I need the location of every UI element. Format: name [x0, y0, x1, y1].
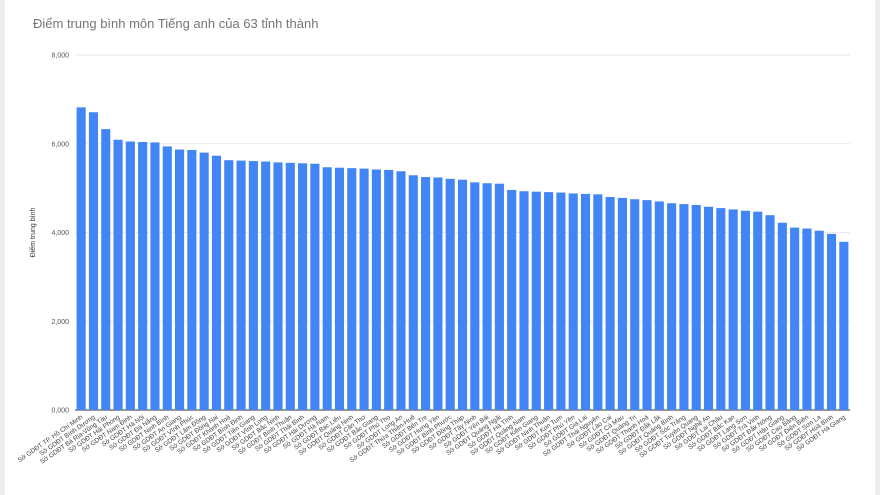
bar [839, 241, 849, 410]
bar [556, 192, 566, 410]
bar [716, 208, 726, 410]
y-axis-label: Điểm trung bình [29, 207, 37, 257]
bar [519, 191, 529, 410]
bar [580, 193, 591, 410]
bar [765, 215, 775, 410]
bar [531, 191, 541, 410]
bar [433, 177, 443, 410]
bar [790, 227, 800, 410]
bar [150, 142, 160, 410]
bar [593, 194, 603, 410]
bar [654, 201, 664, 410]
bar [728, 209, 738, 410]
bar [101, 129, 111, 410]
chart-title: Điểm trung bình môn Tiếng anh của 63 tỉn… [33, 16, 319, 31]
bar [162, 146, 172, 410]
bar [507, 189, 517, 410]
bar [494, 183, 504, 410]
bar [199, 152, 209, 410]
bar [802, 228, 812, 410]
bar [445, 178, 455, 410]
bar [138, 141, 148, 410]
bar [371, 169, 381, 410]
bar [470, 182, 480, 410]
y-tick-label: 0,000 [51, 408, 69, 415]
bar [617, 197, 627, 410]
bar [814, 230, 824, 410]
bar [113, 139, 123, 410]
bar [544, 192, 554, 410]
y-tick-label: 8,000 [51, 53, 69, 60]
bar [642, 200, 652, 410]
bar [740, 210, 750, 410]
bar [88, 112, 99, 411]
bar [347, 168, 357, 410]
bar [76, 107, 86, 411]
bar [248, 161, 258, 410]
bar [285, 162, 295, 410]
bar [261, 161, 271, 410]
bar [457, 179, 468, 410]
y-tick-label: 6,000 [51, 141, 69, 148]
bar [703, 206, 714, 410]
y-tick-label: 2,000 [51, 319, 69, 326]
bar [482, 183, 492, 410]
y-tick-label: 4,000 [51, 230, 69, 237]
bar [359, 168, 369, 410]
bar [273, 162, 283, 410]
bar [211, 155, 222, 410]
bar [408, 175, 418, 410]
bar [605, 197, 615, 410]
bar [224, 160, 234, 410]
bar [679, 204, 689, 410]
bar [630, 199, 640, 410]
bar [667, 203, 677, 410]
bar [310, 163, 320, 410]
bar [187, 149, 197, 410]
bar [125, 141, 135, 410]
bar [826, 233, 837, 410]
bar [753, 211, 763, 410]
bar [236, 160, 246, 410]
bar [384, 169, 394, 410]
bar [568, 193, 578, 410]
bar [322, 167, 332, 410]
bar [777, 222, 787, 410]
bar [175, 149, 185, 411]
bar [298, 163, 308, 410]
bar [396, 171, 406, 410]
bar [691, 204, 701, 410]
bar [421, 177, 431, 410]
bar [334, 167, 345, 410]
